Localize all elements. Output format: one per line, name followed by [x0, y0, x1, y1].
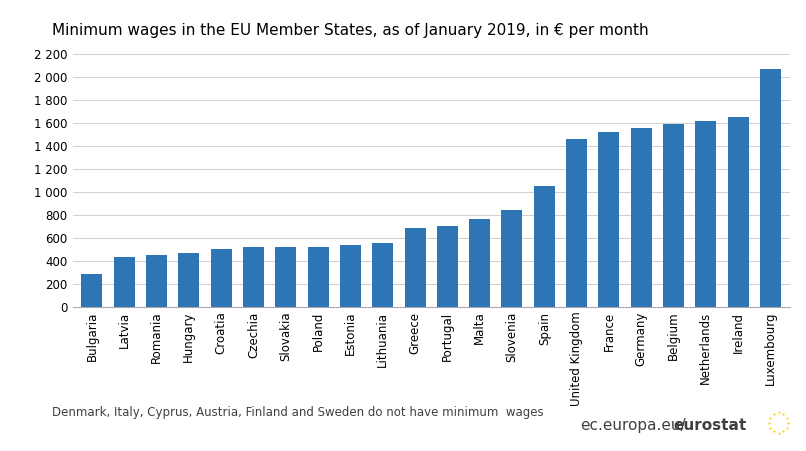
Bar: [178, 253, 199, 307]
Bar: [340, 245, 361, 307]
Bar: [243, 247, 264, 307]
Bar: [728, 116, 749, 307]
Bar: [210, 249, 231, 307]
Bar: [760, 69, 781, 307]
Bar: [114, 258, 135, 307]
Bar: [696, 121, 717, 307]
Bar: [534, 186, 555, 307]
Bar: [437, 226, 458, 307]
Bar: [276, 247, 297, 307]
Text: Minimum wages in the EU Member States, as of January 2019, in € per month: Minimum wages in the EU Member States, a…: [52, 23, 649, 37]
Text: Denmark, Italy, Cyprus, Austria, Finland and Sweden do not have minimum  wages: Denmark, Italy, Cyprus, Austria, Finland…: [52, 406, 544, 419]
Bar: [598, 132, 620, 307]
Bar: [81, 274, 102, 307]
Bar: [405, 228, 426, 307]
Bar: [372, 243, 393, 307]
Bar: [308, 247, 329, 307]
Bar: [146, 255, 167, 307]
Text: eurostat: eurostat: [673, 418, 746, 433]
Bar: [566, 139, 587, 307]
Bar: [501, 210, 522, 307]
Bar: [469, 219, 490, 307]
Text: ec.europa.eu/: ec.europa.eu/: [580, 418, 686, 433]
Bar: [663, 124, 684, 307]
Bar: [631, 128, 652, 307]
